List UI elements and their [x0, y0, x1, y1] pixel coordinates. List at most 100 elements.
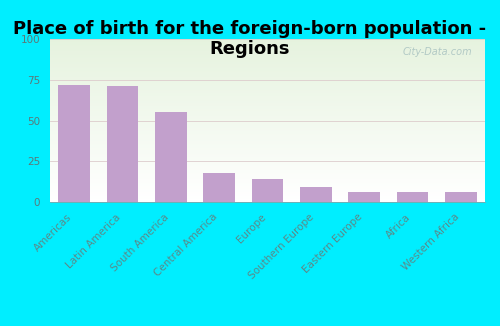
Bar — [50, 78, 485, 79]
Bar — [50, 147, 485, 148]
Bar — [50, 129, 485, 130]
Bar — [50, 137, 485, 138]
Bar — [50, 150, 485, 151]
Bar — [50, 125, 485, 126]
Bar — [50, 187, 485, 188]
Bar — [107, 86, 138, 202]
Bar — [50, 136, 485, 137]
Bar — [50, 119, 485, 120]
Bar — [50, 58, 485, 59]
Bar — [204, 173, 235, 202]
Bar — [50, 186, 485, 187]
Bar — [50, 184, 485, 185]
Bar — [50, 122, 485, 123]
Bar — [50, 76, 485, 77]
Bar — [50, 79, 485, 80]
Bar — [50, 104, 485, 105]
Bar — [50, 174, 485, 175]
Text: City-Data.com: City-Data.com — [402, 47, 472, 57]
Bar — [50, 50, 485, 51]
Bar — [50, 139, 485, 140]
Bar — [50, 171, 485, 172]
Bar — [50, 56, 485, 57]
Bar — [50, 43, 485, 44]
Bar — [50, 161, 485, 162]
Bar — [50, 118, 485, 119]
Bar — [50, 170, 485, 171]
Bar — [50, 176, 485, 177]
Bar — [50, 82, 485, 83]
Bar — [50, 100, 485, 101]
Bar — [50, 200, 485, 201]
Bar — [50, 71, 485, 72]
Bar — [50, 91, 485, 92]
Bar — [50, 92, 485, 93]
Bar — [50, 117, 485, 118]
Bar — [50, 48, 485, 49]
Bar — [50, 181, 485, 182]
Bar — [50, 52, 485, 53]
Bar — [50, 146, 485, 147]
Bar — [50, 109, 485, 110]
Bar — [50, 39, 485, 40]
Bar — [252, 179, 283, 202]
Bar — [50, 60, 485, 61]
Bar — [155, 112, 186, 202]
Bar — [50, 96, 485, 97]
Bar — [50, 180, 485, 181]
Bar — [50, 106, 485, 107]
Bar — [50, 183, 485, 184]
Bar — [50, 123, 485, 124]
Bar — [50, 88, 485, 89]
Bar — [50, 156, 485, 157]
Bar — [50, 143, 485, 144]
Bar — [50, 51, 485, 52]
Bar — [50, 83, 485, 84]
Bar — [50, 57, 485, 58]
Bar — [50, 44, 485, 45]
Bar — [397, 192, 428, 202]
Bar — [50, 179, 485, 180]
Bar — [50, 51, 485, 52]
Bar — [50, 114, 485, 115]
Bar — [50, 46, 485, 47]
Bar — [50, 140, 485, 141]
Bar — [50, 132, 485, 133]
Bar — [50, 164, 485, 165]
Bar — [50, 74, 485, 75]
Bar — [300, 187, 332, 202]
Bar — [50, 175, 485, 176]
Bar — [348, 192, 380, 202]
Bar — [50, 68, 485, 69]
Bar — [50, 148, 485, 149]
Bar — [50, 66, 485, 67]
Bar — [50, 55, 485, 56]
Bar — [50, 162, 485, 163]
Bar — [50, 103, 485, 104]
Bar — [50, 194, 485, 195]
Bar — [50, 157, 485, 158]
Bar — [50, 158, 485, 159]
Bar — [50, 126, 485, 127]
Bar — [50, 112, 485, 113]
Bar — [50, 42, 485, 43]
Bar — [50, 142, 485, 143]
Bar — [50, 131, 485, 132]
Bar — [50, 49, 485, 50]
Bar — [50, 87, 485, 88]
Bar — [445, 192, 476, 202]
Bar — [50, 127, 485, 128]
Bar — [50, 113, 485, 114]
Bar — [50, 120, 485, 121]
Bar — [50, 94, 485, 95]
Bar — [50, 95, 485, 96]
Bar — [50, 151, 485, 152]
Bar — [50, 177, 485, 178]
Bar — [50, 45, 485, 46]
Bar — [50, 86, 485, 87]
Bar — [50, 135, 485, 136]
Bar — [50, 61, 485, 62]
Bar — [50, 154, 485, 155]
Bar — [50, 85, 485, 86]
Bar — [50, 102, 485, 103]
